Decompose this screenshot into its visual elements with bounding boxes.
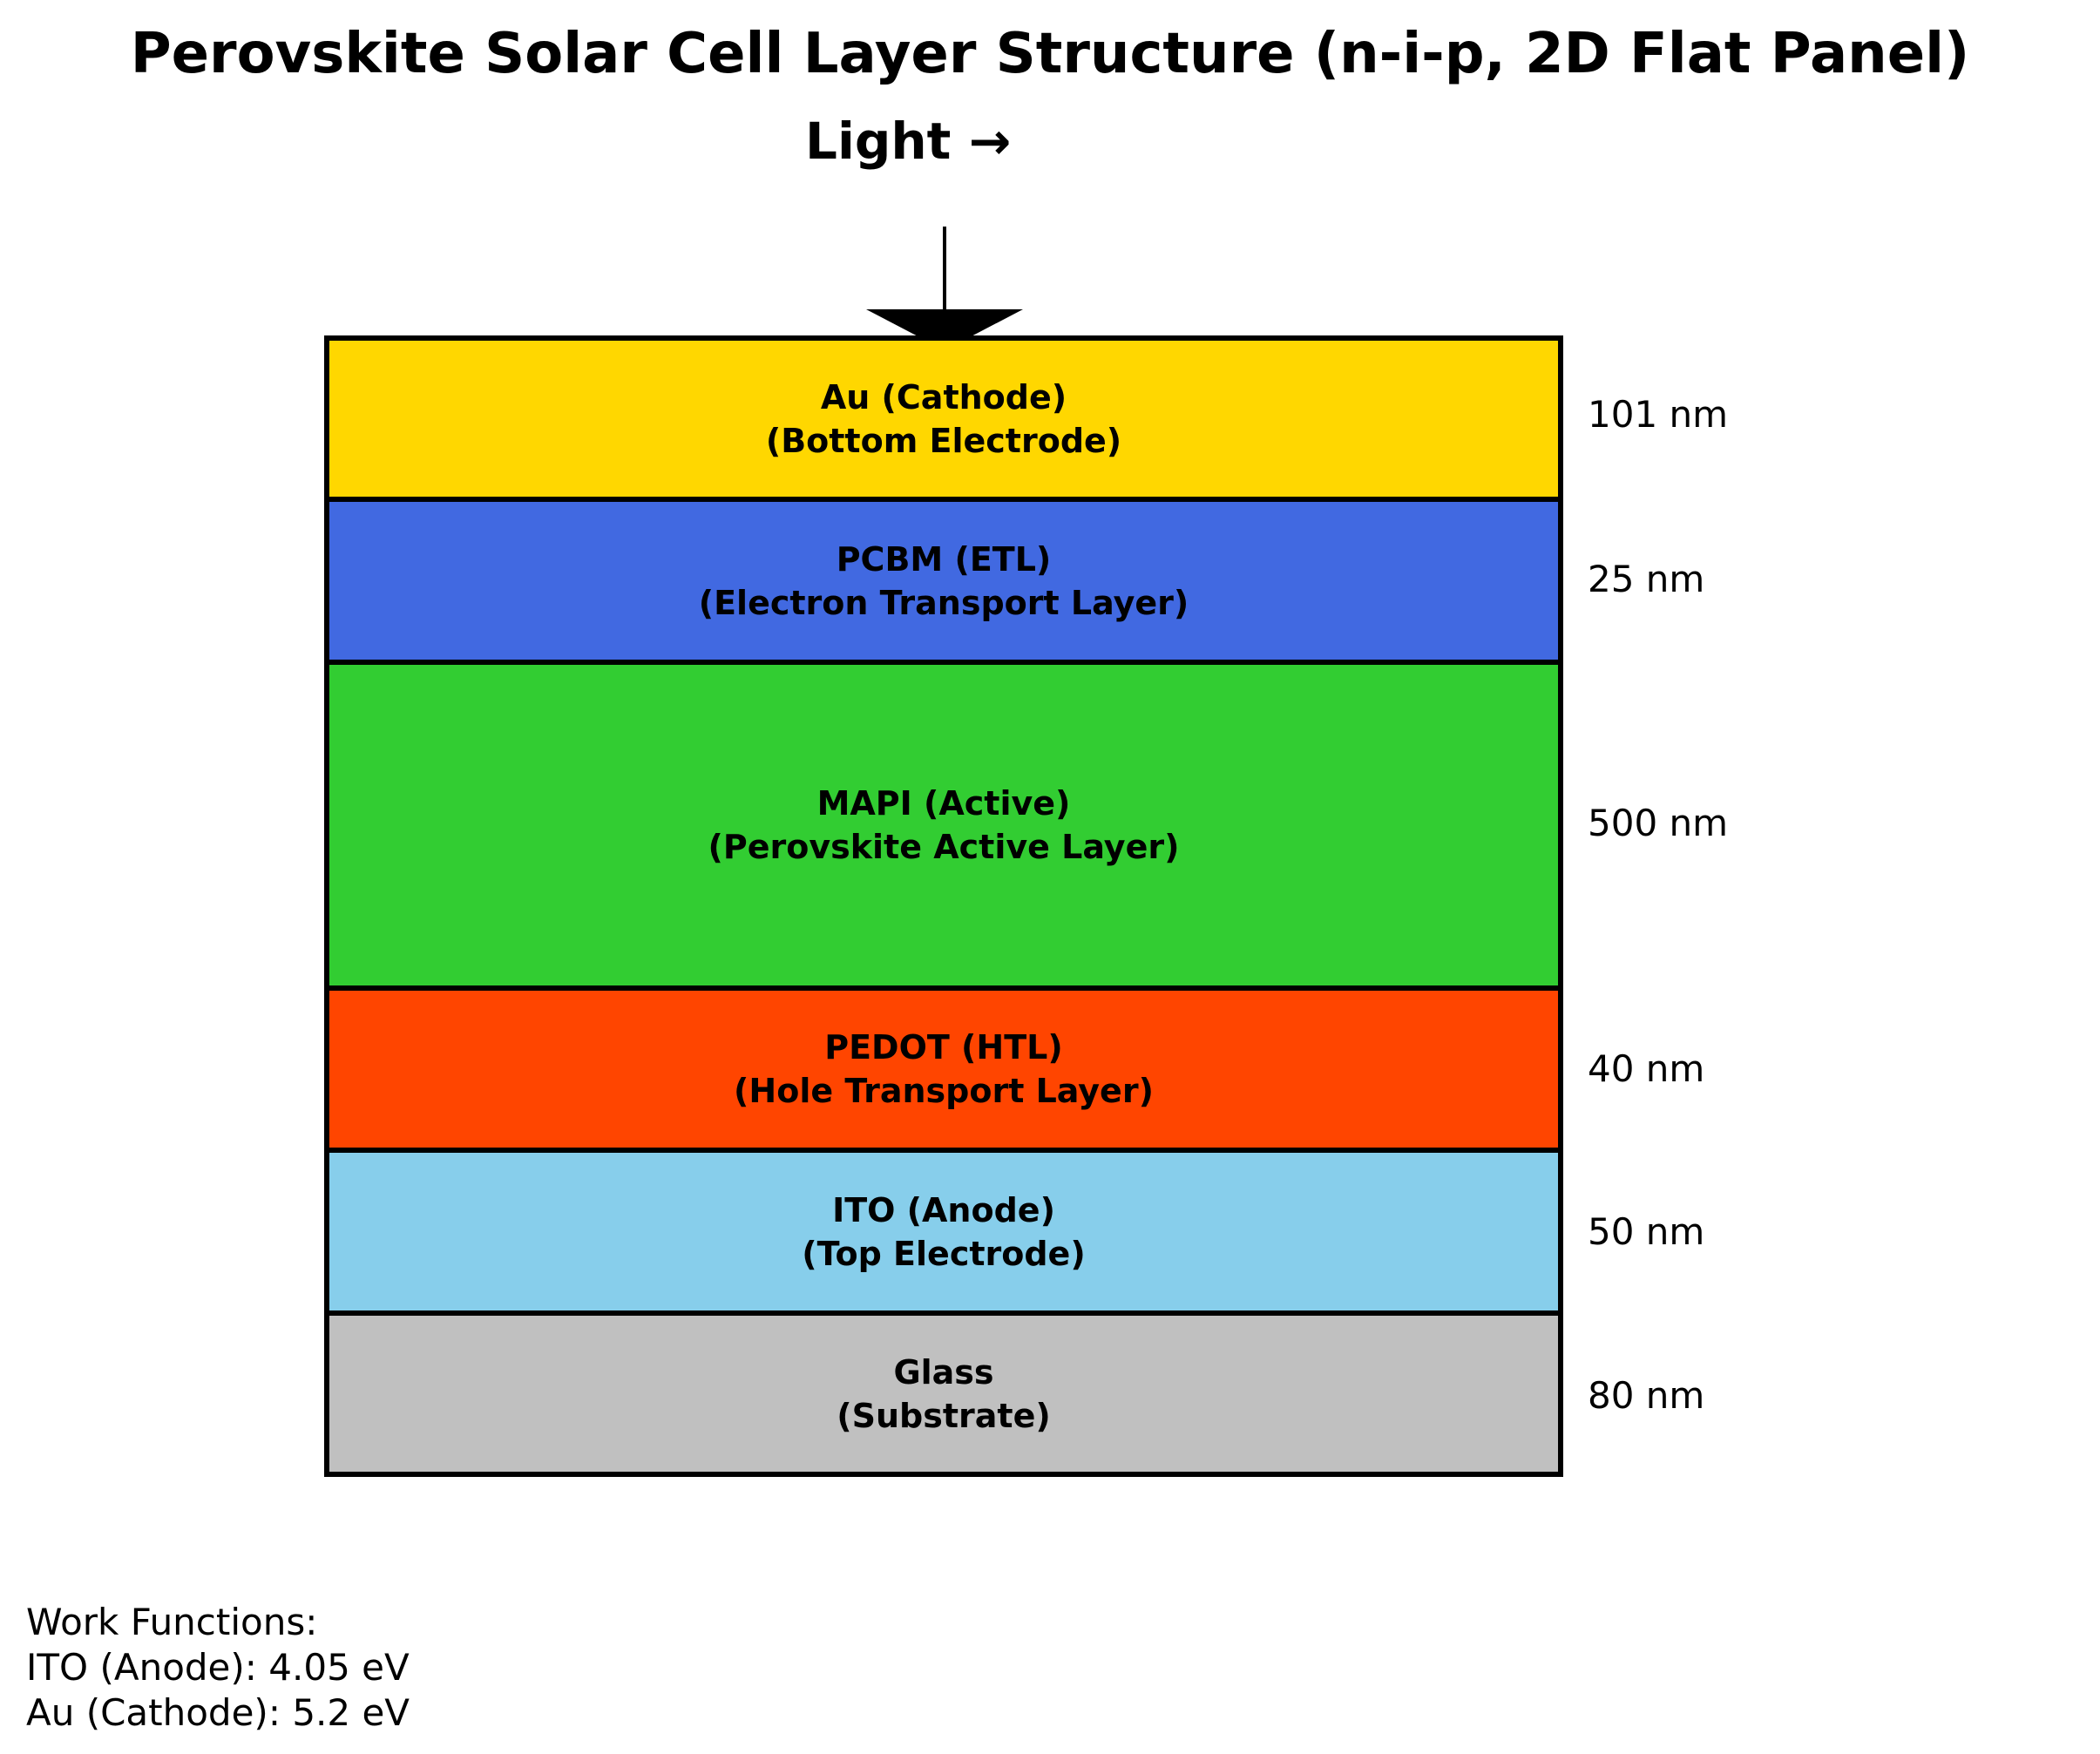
layer-name: MAPI (Active) — [816, 784, 1071, 823]
layer-glass-substrate: Glass (Substrate) — [324, 1310, 1563, 1477]
work-function-au: Au (Cathode): 5.2 eV — [26, 1691, 410, 1734]
layer-description: (Electron Transport Layer) — [698, 583, 1189, 622]
layer-name: PCBM (ETL) — [836, 539, 1052, 579]
thickness-label-pedot: 40 nm — [1588, 1047, 1705, 1090]
thickness-label-au: 101 nm — [1588, 393, 1729, 436]
layer-description: (Substrate) — [837, 1396, 1051, 1435]
layer-name: PEDOT (HTL) — [824, 1028, 1063, 1067]
diagram-title: Perovskite Solar Cell Layer Structure (n… — [130, 22, 1970, 86]
work-functions-heading: Work Functions: — [26, 1601, 318, 1643]
thickness-label-ito: 50 nm — [1588, 1210, 1705, 1253]
layer-au-cathode: Au (Cathode) (Bottom Electrode) — [324, 335, 1563, 502]
layer-ito-anode: ITO (Anode) (Top Electrode) — [324, 1148, 1563, 1316]
work-function-ito: ITO (Anode): 4.05 eV — [26, 1646, 410, 1689]
layer-pedot-htl: PEDOT (HTL) (Hole Transport Layer) — [324, 985, 1563, 1153]
layer-description: (Hole Transport Layer) — [734, 1072, 1154, 1110]
thickness-label-glass: 80 nm — [1588, 1374, 1705, 1417]
thickness-label-pcbm: 25 nm — [1588, 558, 1705, 600]
layer-mapi-active: MAPI (Active) (Perovskite Active Layer) — [324, 660, 1563, 991]
layer-description: (Bottom Electrode) — [765, 421, 1122, 460]
layer-pcbm-etl: PCBM (ETL) (Electron Transport Layer) — [324, 497, 1563, 665]
layer-description: (Top Electrode) — [802, 1234, 1086, 1273]
light-arrow-head — [866, 309, 1023, 350]
layer-name: ITO (Anode) — [832, 1190, 1055, 1229]
layer-name: Au (Cathode) — [820, 377, 1067, 416]
light-arrow-icon — [866, 227, 1023, 350]
work-functions-note: Work Functions: ITO (Anode): 4.05 eV Au … — [26, 1600, 410, 1736]
layer-name: Glass — [893, 1352, 994, 1392]
thickness-label-mapi: 500 nm — [1588, 802, 1729, 844]
layer-description: (Perovskite Active Layer) — [708, 828, 1180, 866]
